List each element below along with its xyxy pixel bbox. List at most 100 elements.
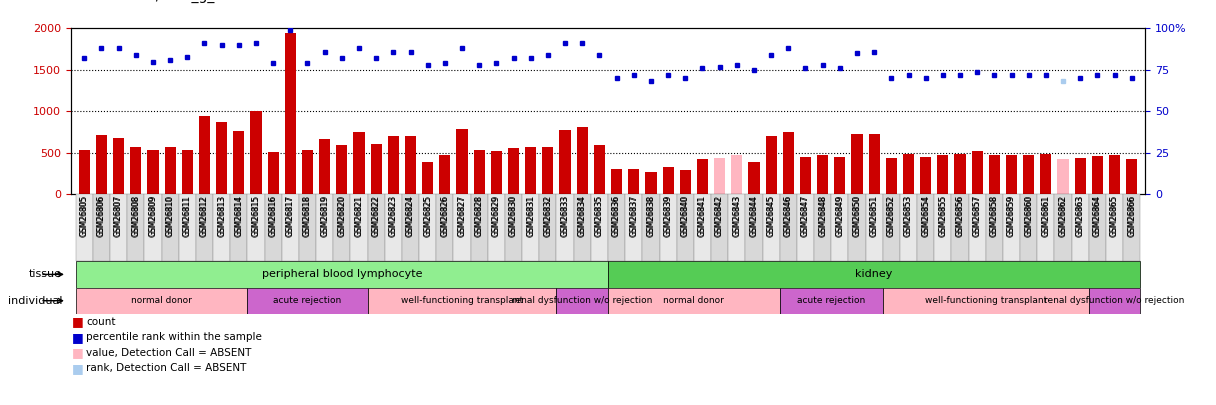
Text: GSM26864: GSM26864	[1093, 196, 1102, 237]
Bar	[268, 152, 278, 194]
Text: GSM26834: GSM26834	[578, 194, 587, 236]
Text: GSM26846: GSM26846	[784, 194, 793, 236]
Bar	[903, 154, 914, 194]
Bar	[337, 145, 348, 194]
Bar	[216, 122, 227, 194]
Text: GSM26823: GSM26823	[389, 196, 398, 237]
Bar	[456, 129, 468, 194]
Bar	[265, 194, 282, 261]
Text: GSM26815: GSM26815	[252, 196, 260, 237]
Bar	[128, 194, 145, 261]
Text: GSM26860: GSM26860	[1024, 194, 1034, 236]
Bar	[522, 194, 540, 261]
Bar	[629, 168, 640, 194]
Text: GSM26854: GSM26854	[922, 196, 930, 237]
Text: GSM26828: GSM26828	[474, 194, 484, 236]
Text: GSM26850: GSM26850	[852, 194, 861, 236]
Text: GSM26847: GSM26847	[801, 194, 810, 236]
Text: GSM26812: GSM26812	[199, 194, 209, 236]
Text: GSM26858: GSM26858	[990, 194, 998, 236]
Text: GSM26831: GSM26831	[527, 194, 535, 236]
Bar	[593, 145, 606, 194]
Text: GSM26845: GSM26845	[766, 196, 776, 237]
Bar	[796, 194, 814, 261]
Text: GSM26810: GSM26810	[165, 196, 175, 237]
Bar	[96, 135, 107, 194]
Bar	[213, 194, 230, 261]
Bar	[319, 139, 331, 194]
Text: GSM26832: GSM26832	[544, 196, 552, 237]
Bar	[1126, 159, 1137, 194]
Text: GSM26833: GSM26833	[561, 196, 569, 237]
Bar	[969, 194, 986, 261]
Text: normal donor: normal donor	[664, 296, 725, 305]
Text: GSM26854: GSM26854	[922, 194, 930, 236]
Text: GSM26863: GSM26863	[1076, 194, 1085, 236]
Bar	[454, 194, 471, 261]
Text: GSM26824: GSM26824	[406, 194, 415, 236]
Text: GSM26822: GSM26822	[372, 196, 381, 237]
Bar	[230, 194, 247, 261]
Bar	[491, 151, 502, 194]
Text: GSM26860: GSM26860	[1024, 196, 1034, 237]
Text: GSM26859: GSM26859	[1007, 196, 1017, 237]
Bar	[1006, 155, 1017, 194]
Bar	[851, 134, 862, 194]
Bar	[989, 155, 1000, 194]
Text: GSM26838: GSM26838	[647, 196, 655, 237]
Text: GSM26840: GSM26840	[681, 194, 689, 236]
Bar	[574, 194, 591, 261]
Text: GSM26835: GSM26835	[595, 196, 604, 237]
Text: GSM26829: GSM26829	[492, 196, 501, 237]
Text: GSM26814: GSM26814	[235, 196, 243, 237]
Text: acute rejection: acute rejection	[798, 296, 866, 305]
Text: normal donor: normal donor	[131, 296, 192, 305]
Bar	[282, 194, 299, 261]
Text: GSM26848: GSM26848	[818, 194, 827, 236]
Text: GSM26844: GSM26844	[749, 194, 759, 236]
Text: GSM26811: GSM26811	[182, 194, 192, 236]
Text: GSM26853: GSM26853	[903, 194, 913, 236]
Bar	[350, 194, 367, 261]
Bar	[779, 194, 796, 261]
Text: GSM26866: GSM26866	[1127, 196, 1136, 237]
Text: GSM26805: GSM26805	[80, 196, 89, 237]
Bar	[92, 194, 109, 261]
Text: GSM26821: GSM26821	[355, 194, 364, 236]
Text: GSM26819: GSM26819	[320, 196, 330, 237]
Bar	[422, 162, 433, 194]
Text: GSM26813: GSM26813	[218, 194, 226, 236]
Bar	[608, 194, 625, 261]
Bar	[199, 115, 210, 194]
Bar	[1020, 194, 1037, 261]
Bar	[849, 194, 866, 261]
Text: individual: individual	[7, 296, 62, 306]
Bar	[680, 171, 691, 194]
Bar	[800, 157, 811, 194]
Bar	[196, 194, 213, 261]
Bar	[1124, 194, 1141, 261]
Text: GSM26861: GSM26861	[1041, 196, 1051, 237]
Bar	[972, 151, 983, 194]
Text: GSM26840: GSM26840	[681, 196, 689, 237]
Bar	[1107, 194, 1124, 261]
Text: GSM26827: GSM26827	[457, 196, 467, 237]
Bar	[866, 194, 883, 261]
Bar	[591, 194, 608, 261]
Bar	[164, 147, 175, 194]
Bar	[1054, 194, 1071, 261]
Bar	[505, 194, 522, 261]
Bar	[694, 194, 711, 261]
Text: GSM26849: GSM26849	[835, 196, 844, 237]
Bar	[299, 194, 316, 261]
Text: GSM26842: GSM26842	[715, 196, 724, 237]
Text: peripheral blood lymphocyte: peripheral blood lymphocyte	[261, 269, 422, 279]
Text: GSM26819: GSM26819	[320, 194, 330, 236]
Text: GSM26845: GSM26845	[766, 194, 776, 236]
Bar	[508, 148, 519, 194]
Text: GSM26809: GSM26809	[148, 194, 157, 236]
Text: GSM26834: GSM26834	[578, 196, 587, 237]
Bar	[471, 194, 488, 261]
Bar	[986, 194, 1003, 261]
Text: GSM26848: GSM26848	[818, 196, 827, 237]
